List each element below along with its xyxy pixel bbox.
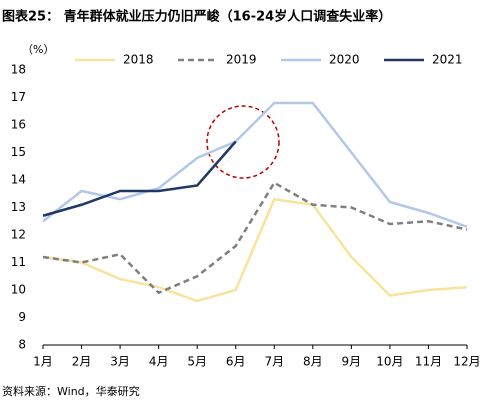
y-tick-label: 8 <box>18 338 26 352</box>
x-tick-label: 3月 <box>110 355 130 369</box>
y-tick-label: 13 <box>11 200 26 214</box>
x-tick-label: 1月 <box>33 355 53 369</box>
x-tick-label: 8月 <box>303 355 323 369</box>
legend-label: 2018 <box>123 53 154 67</box>
y-tick-label: 18 <box>11 63 26 77</box>
series-line <box>42 181 468 295</box>
series-line <box>42 140 237 217</box>
y-axis-label: （%） <box>22 43 54 56</box>
legend-label: 2021 <box>432 53 463 67</box>
y-tick-label: 16 <box>11 118 26 132</box>
y-tick-label: 17 <box>11 90 26 104</box>
series-line <box>42 101 468 228</box>
x-tick-label: 10月 <box>376 355 403 369</box>
x-tick-label: 9月 <box>342 355 362 369</box>
x-tick-label: 11月 <box>415 355 442 369</box>
x-tick-label: 6月 <box>226 355 246 369</box>
y-tick-label: 15 <box>11 145 26 159</box>
x-tick-label: 2月 <box>72 355 92 369</box>
x-tick-label: 5月 <box>187 355 207 369</box>
highlight-circle <box>206 105 280 179</box>
y-tick-label: 11 <box>11 255 26 269</box>
legend-label: 2020 <box>329 53 360 67</box>
x-tick-label: 7月 <box>264 355 284 369</box>
y-tick-label: 9 <box>18 310 26 324</box>
x-tick-label: 12月 <box>453 355 480 369</box>
y-tick-label: 12 <box>11 228 26 242</box>
series-line <box>42 197 468 303</box>
legend-label: 2019 <box>226 53 257 67</box>
chart-title: 图表25： 青年群体就业压力仍旧严峻（16-24岁人口调查失业率） <box>2 9 391 25</box>
x-tick-label: 4月 <box>149 355 169 369</box>
source: 资料来源：Wind，华泰研究 <box>2 384 140 398</box>
y-tick-label: 10 <box>11 283 26 297</box>
y-tick-label: 14 <box>11 173 26 187</box>
